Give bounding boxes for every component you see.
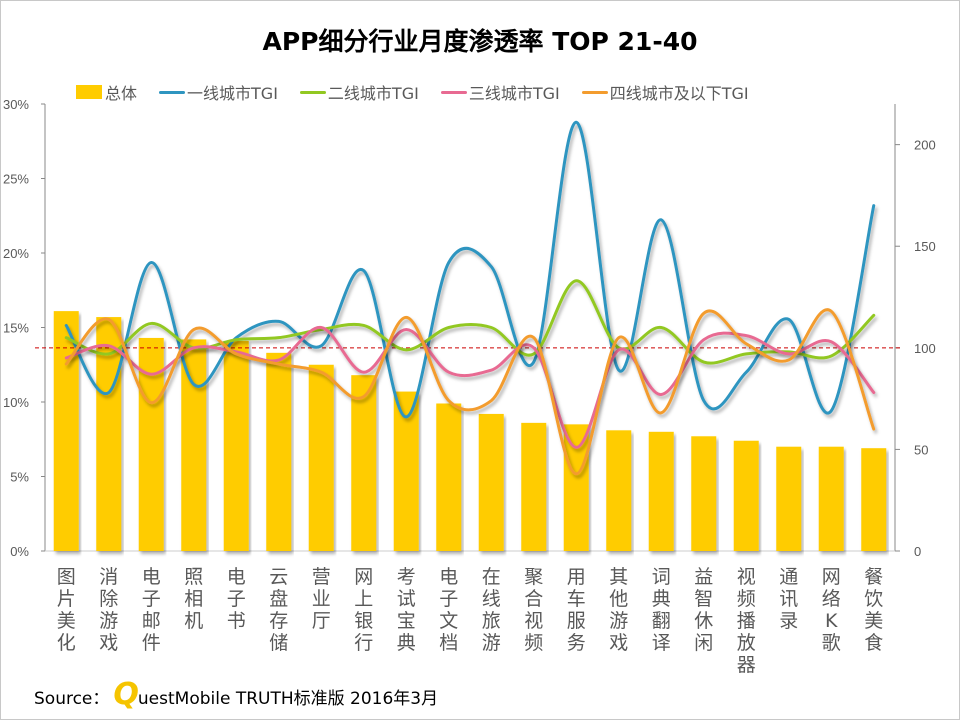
category-label: 网上银行: [354, 566, 374, 654]
right-tick-label: 100: [914, 341, 936, 356]
legend-label: 二线城市TGI: [327, 84, 419, 103]
legend-swatch: [159, 90, 186, 94]
bar-15: [648, 431, 674, 551]
legend-swatch: [440, 90, 467, 94]
bar-20: [861, 448, 887, 551]
bar-16: [691, 436, 717, 551]
category-label: 餐饮美食: [864, 566, 884, 654]
source-text: uestMobile TRUTH标准版 2016年3月: [137, 689, 439, 709]
legend-label: 四线城市及以下TGI: [609, 84, 749, 103]
legend-swatch: [299, 90, 326, 94]
bar-7: [308, 364, 334, 551]
legend-item-tier4: 四线城市及以下TGI: [581, 80, 749, 104]
source-label: Source：: [34, 689, 110, 709]
left-tick-label: 10%: [3, 395, 29, 410]
legend-swatch: [581, 90, 608, 94]
bar-8: [351, 375, 377, 551]
bar-5: [223, 340, 249, 551]
category-label: 网络K歌: [821, 566, 841, 654]
category-label: 图片美化: [56, 566, 76, 654]
left-tick-label: 15%: [3, 321, 29, 336]
left-tick-label: 5%: [10, 470, 29, 485]
questmobile-logo: Q: [113, 677, 139, 712]
bar-17: [733, 440, 759, 551]
category-label: 营业厅: [311, 566, 331, 632]
chart-title: APP细分行业月度渗透率 TOP 21-40: [262, 27, 698, 56]
right-tick-label: 200: [914, 138, 936, 153]
legend-label: 一线城市TGI: [187, 84, 278, 103]
legend-item-tier2: 二线城市TGI: [299, 80, 419, 104]
category-label: 用车服务: [566, 566, 586, 654]
legend-item-tier3: 三线城市TGI: [440, 80, 560, 104]
tier1-tgi-line: [64, 120, 876, 419]
bar-19: [818, 446, 844, 551]
category-label: 词典翻译: [651, 566, 671, 654]
category-label: 其他游戏: [609, 566, 629, 654]
category-label: 电子书: [226, 566, 246, 632]
category-label: 视频播放器: [736, 566, 756, 676]
category-label: 电子邮件: [141, 566, 161, 654]
bar-6: [266, 352, 292, 551]
source-line: Source： Q uestMobile TRUTH标准版 2016年3月: [34, 677, 439, 712]
category-label: 照相机: [184, 566, 204, 632]
bar-12: [521, 422, 547, 551]
bar-10: [436, 403, 462, 551]
left-tick-label: 30%: [3, 97, 29, 112]
category-label: 通讯录: [779, 566, 799, 632]
bar-11: [478, 413, 504, 551]
legend-label: 三线城市TGI: [468, 84, 560, 103]
bar-18: [776, 446, 802, 551]
tier4-tgi-line: [64, 308, 876, 476]
right-tick-label: 50: [914, 442, 928, 457]
legend-item-overall: 总体: [76, 80, 137, 104]
bar-4: [181, 339, 207, 551]
right-tick-label: 150: [914, 239, 936, 254]
category-label: 电子文档: [439, 566, 459, 654]
legend-item-tier1: 一线城市TGI: [159, 80, 278, 104]
bar-2: [96, 317, 122, 551]
bar-14: [606, 430, 632, 551]
bar-13: [563, 424, 589, 551]
category-label: 在线旅游: [481, 566, 501, 654]
legend-swatch: [76, 85, 102, 99]
right-tick-label: 0: [914, 544, 921, 559]
left-tick-label: 20%: [3, 246, 29, 261]
category-label: 考试宝典: [396, 566, 416, 654]
left-tick-label: 0%: [10, 544, 29, 559]
left-tick-label: 25%: [3, 172, 29, 187]
category-label: 云盘存储: [269, 566, 289, 654]
legend-label: 总体: [105, 84, 138, 103]
category-label: 消除游戏: [99, 566, 119, 654]
legend: 总体 一线城市TGI 二线城市TGI 三线城市TGI 四线城市及以下TGI: [76, 80, 771, 104]
category-label: 聚合视频: [524, 566, 544, 654]
category-label: 益智休闲: [694, 566, 714, 654]
